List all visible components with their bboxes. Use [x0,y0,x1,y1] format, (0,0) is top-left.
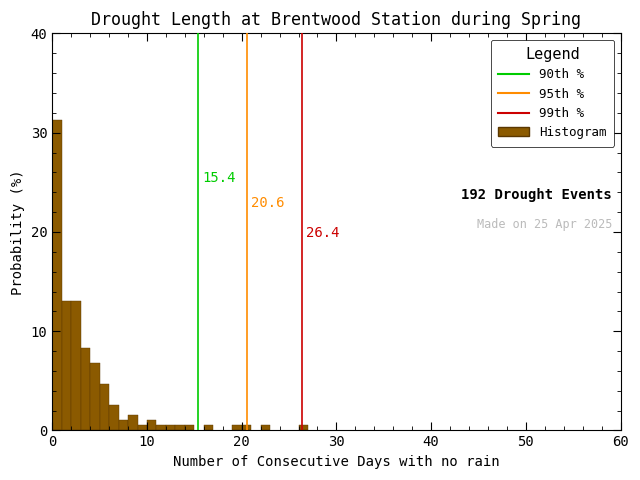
Bar [260,425,270,431]
Text: Made on 25 Apr 2025: Made on 25 Apr 2025 [477,218,612,231]
Bar [118,420,128,431]
Bar [100,384,109,431]
Bar [166,425,175,431]
Legend: 90th %, 95th %, 99th %, Histogram: 90th %, 95th %, 99th %, Histogram [490,40,614,147]
Bar [128,415,138,431]
Bar [61,301,71,431]
X-axis label: Number of Consecutive Days with no rain: Number of Consecutive Days with no rain [173,455,500,469]
Text: 26.4: 26.4 [306,226,340,240]
Bar [109,405,118,431]
Bar [156,425,166,431]
Text: 20.6: 20.6 [251,196,285,210]
Bar [81,348,90,431]
Bar [52,120,61,431]
Bar [138,425,147,431]
Text: 192 Drought Events: 192 Drought Events [461,188,612,202]
Bar [232,425,242,431]
Bar [175,425,185,431]
Bar [71,301,81,431]
Bar [90,363,100,431]
Title: Drought Length at Brentwood Station during Spring: Drought Length at Brentwood Station duri… [92,11,581,29]
Bar [298,425,308,431]
Bar [242,425,251,431]
Bar [204,425,213,431]
Y-axis label: Probability (%): Probability (%) [11,169,25,295]
Text: 15.4: 15.4 [202,171,236,185]
Bar [147,420,156,431]
Bar [185,425,195,431]
